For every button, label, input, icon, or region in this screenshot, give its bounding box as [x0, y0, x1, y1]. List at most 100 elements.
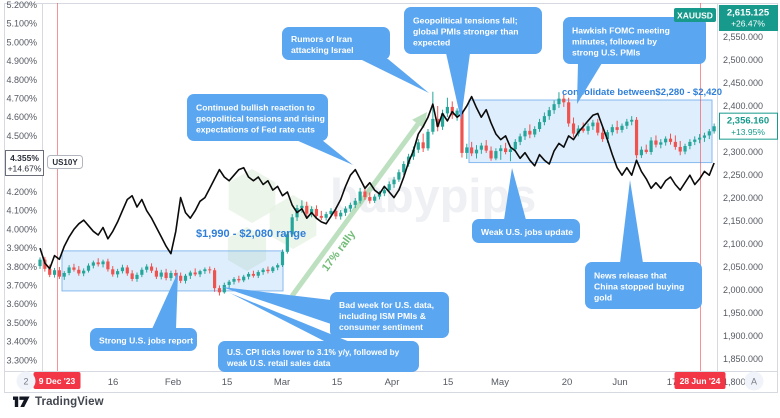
callout-bad-week[interactable]: Bad week for U.S. data,including ISM PMI… [222, 287, 449, 338]
right-axis-tick[interactable]: 1,800.000 [723, 377, 763, 387]
left-axis-tick[interactable]: 3.600% [6, 299, 37, 309]
candle-body [96, 262, 100, 265]
candle-body [377, 193, 382, 197]
right-axis-tick[interactable]: 2,300.000 [723, 147, 763, 157]
candle-body [237, 278, 241, 281]
left-axis-tick[interactable]: 4.700% [6, 94, 37, 104]
candle-body [605, 132, 610, 140]
right-axis-tick[interactable]: 2,450.000 [723, 78, 763, 88]
range-box-drawing-2[interactable] [468, 99, 713, 164]
right-axis-tick[interactable]: 2,000.000 [723, 285, 763, 295]
candle-body [601, 132, 605, 140]
left-axis-tick[interactable]: 4.800% [6, 75, 37, 85]
tradingview-attribution-label[interactable]: TradingView [35, 396, 104, 408]
left-axis-tick[interactable]: 4.900% [6, 56, 37, 66]
event-date-badge-label: 9 Dec '23 [39, 376, 76, 386]
left-axis-tick[interactable]: 4.000% [6, 224, 37, 234]
left-axis-tick[interactable]: 4.200% [6, 187, 37, 197]
us10y-symbol-badge[interactable]: US10Y [47, 155, 83, 169]
left-axis-tick[interactable]: 5.100% [6, 19, 37, 29]
candle-body [479, 145, 483, 150]
us10y-badge-label: US10Y [52, 158, 78, 167]
right-axis-tick[interactable]: 1,850.000 [723, 354, 763, 364]
tradingview-logo-icon[interactable] [13, 395, 30, 409]
candle-body [57, 270, 61, 277]
candle-body [358, 191, 362, 201]
right-axis-tick[interactable]: 1,950.000 [723, 308, 763, 318]
candle-body [149, 266, 154, 271]
left-axis-tick[interactable]: 3.700% [6, 281, 37, 291]
candle-body [300, 205, 304, 209]
right-axis-tick[interactable]: 2,550.000 [723, 32, 763, 42]
candle-body [305, 205, 309, 214]
time-axis-tick[interactable]: May [491, 377, 509, 388]
candle-body [140, 269, 144, 275]
time-axis-tick[interactable]: Feb [165, 377, 181, 388]
auto-scale-button[interactable]: A [744, 371, 764, 391]
right-axis-tick[interactable]: 2,100.000 [723, 239, 763, 249]
candle-body [193, 272, 197, 275]
candle-body [169, 272, 173, 279]
left-axis-tick[interactable]: 3.900% [6, 243, 37, 253]
right-axis-tick[interactable]: 1,900.000 [723, 331, 763, 341]
callout-text-line: minutes, followed by [572, 37, 657, 47]
time-axis-tick[interactable]: Jun [612, 377, 627, 388]
callout-cpi-lower[interactable]: U.S. CPI ticks lower to 3.1% y/y, follow… [218, 293, 419, 372]
candle-body [227, 281, 231, 285]
candle-body [639, 149, 643, 156]
candle-body [537, 122, 542, 129]
candle-body [552, 104, 556, 111]
callout-text-line: attacking Israel [291, 45, 354, 55]
time-axis-tick[interactable]: 15 [222, 377, 233, 388]
callout-strong-jobs[interactable]: Strong U.S. jobs report [90, 272, 197, 351]
callout-box [218, 341, 419, 372]
left-axis-tick[interactable]: 5.000% [6, 37, 37, 47]
left-axis-tick[interactable]: 4.600% [6, 112, 37, 122]
callout-text-line: strong U.S. PMIs [572, 48, 641, 58]
right-axis-tick[interactable]: 2,200.000 [723, 193, 763, 203]
callout-text-line: expected [413, 38, 450, 48]
left-axis-tick[interactable]: 3.300% [6, 355, 37, 365]
candle-body [319, 215, 323, 218]
time-axis-tick[interactable]: 17 [667, 377, 678, 388]
attribution-bar: TradingView [13, 395, 104, 409]
candle-body [455, 110, 459, 116]
candle-body [668, 138, 673, 142]
candle-body [707, 131, 711, 136]
candle-body [86, 265, 91, 271]
gold-close-box [719, 112, 778, 140]
time-axis-tick[interactable]: 15 [443, 377, 454, 388]
callout-text-line: including ISM PMIs & [339, 311, 426, 321]
candle-body [242, 276, 246, 281]
chart-frame [4, 3, 778, 393]
left-axis-tick[interactable]: 5.200% [6, 0, 37, 10]
left-axis-tick[interactable]: 3.800% [6, 262, 37, 272]
left-axis-tick[interactable]: 4.100% [6, 206, 37, 216]
callout-weak-jobs[interactable]: Weak U.S. jobs update [472, 168, 580, 243]
candle-body [353, 200, 357, 205]
right-axis-tick[interactable]: 2,050.000 [723, 262, 763, 272]
right-axis-tick[interactable]: 2,150.000 [723, 216, 763, 226]
history-steps-button[interactable]: 2 [16, 371, 36, 391]
circle-bg [744, 371, 764, 391]
callout-box [282, 27, 390, 60]
right-axis-tick[interactable]: 2,400.000 [723, 101, 763, 111]
callout-tail [152, 272, 178, 329]
left-axis-tick[interactable]: 3.400% [6, 337, 37, 347]
right-axis-tick[interactable]: 2,500.000 [723, 55, 763, 65]
time-axis-tick[interactable]: 15 [332, 377, 343, 388]
time-axis-tick[interactable]: 20 [562, 377, 573, 388]
xauusd-symbol-badge[interactable]: XAUUSD [674, 8, 716, 22]
right-axis-tick[interactable]: 2,250.000 [723, 170, 763, 180]
callout-fed-rate-cuts[interactable]: Continued bullish reaction togeopolitica… [187, 94, 353, 165]
time-axis-tick[interactable]: Mar [274, 377, 290, 388]
time-axis-tick[interactable]: Apr [385, 377, 400, 388]
time-axis-tick[interactable]: 16 [108, 377, 119, 388]
left-axis-tick[interactable]: 3.500% [6, 318, 37, 328]
callout-tensions-fall[interactable]: Geopolitical tensions fall;global PMIs s… [404, 7, 542, 120]
left-axis-tick[interactable]: 4.500% [6, 131, 37, 141]
